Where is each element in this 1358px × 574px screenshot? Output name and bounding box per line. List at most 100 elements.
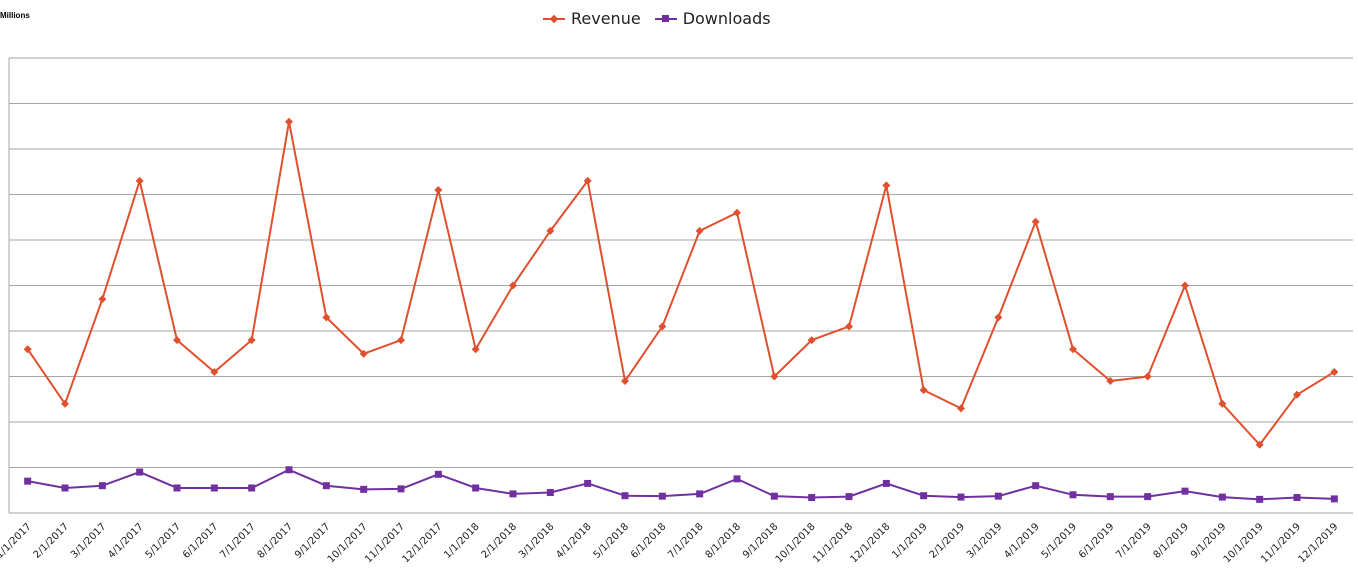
data-point-revenue bbox=[509, 281, 517, 290]
data-point-revenue bbox=[61, 399, 69, 408]
data-point-downloads bbox=[24, 477, 32, 485]
data-point-downloads bbox=[1106, 493, 1114, 501]
data-point-downloads bbox=[882, 479, 890, 487]
data-point-downloads bbox=[808, 494, 816, 502]
data-point-revenue bbox=[1031, 217, 1040, 226]
data-point-revenue bbox=[845, 322, 853, 331]
y-axis-unit-label: Millions bbox=[0, 11, 30, 20]
x-tick-label: 8/1/2019 bbox=[1152, 521, 1192, 561]
legend-downloads-label: Downloads bbox=[682, 9, 771, 28]
x-tick-label: 2/1/2019 bbox=[928, 521, 968, 561]
x-tick-label: 5/1/2018 bbox=[592, 521, 632, 561]
data-point-downloads bbox=[1293, 494, 1301, 502]
x-tick-label: 12/1/2017 bbox=[400, 521, 444, 565]
data-point-downloads bbox=[994, 492, 1002, 500]
data-point-downloads bbox=[733, 475, 741, 483]
data-point-downloads bbox=[1032, 482, 1040, 490]
x-tick-label: 5/1/2017 bbox=[144, 521, 184, 561]
data-point-revenue bbox=[1218, 399, 1227, 408]
data-point-revenue bbox=[23, 345, 32, 354]
x-tick-label: 7/1/2019 bbox=[1114, 521, 1154, 561]
data-point-downloads bbox=[1144, 493, 1152, 501]
data-point-downloads bbox=[136, 468, 144, 476]
data-point-revenue bbox=[98, 295, 107, 304]
legend-item-downloads[interactable]: Downloads bbox=[654, 9, 771, 28]
x-tick-label: 6/1/2018 bbox=[629, 521, 669, 561]
legend-revenue-marker bbox=[543, 13, 565, 25]
x-tick-label: 6/1/2019 bbox=[1077, 521, 1117, 561]
x-tick-label: 1/1/2017 bbox=[0, 521, 34, 561]
x-tick-label: 2/1/2017 bbox=[32, 521, 72, 561]
legend-item-revenue[interactable]: Revenue bbox=[543, 9, 641, 28]
data-point-downloads bbox=[770, 492, 778, 500]
data-point-revenue bbox=[621, 377, 629, 386]
data-point-revenue bbox=[994, 313, 1003, 322]
data-point-revenue bbox=[1293, 390, 1301, 399]
series-line-revenue bbox=[26, 120, 1335, 446]
data-point-downloads bbox=[920, 492, 928, 500]
data-point-revenue bbox=[210, 367, 219, 376]
data-point-downloads bbox=[98, 482, 106, 490]
legend-revenue-label: Revenue bbox=[571, 9, 641, 28]
data-point-revenue bbox=[285, 117, 293, 126]
x-tick-label: 7/1/2017 bbox=[218, 521, 258, 561]
data-point-downloads bbox=[509, 490, 517, 498]
data-point-downloads bbox=[285, 466, 293, 474]
data-point-revenue bbox=[882, 181, 891, 190]
data-point-downloads bbox=[397, 485, 405, 493]
data-point-revenue bbox=[247, 336, 256, 345]
x-tick-label: 3/1/2018 bbox=[517, 521, 557, 561]
x-tick-label: 12/1/2018 bbox=[848, 521, 892, 565]
data-point-revenue bbox=[1255, 440, 1264, 449]
x-tick-label: 2/1/2018 bbox=[480, 521, 520, 561]
x-tick-label: 12/1/2019 bbox=[1296, 521, 1340, 565]
x-tick-label: 1/1/2018 bbox=[442, 521, 482, 561]
data-point-downloads bbox=[957, 493, 965, 501]
data-point-downloads bbox=[210, 484, 218, 492]
data-point-downloads bbox=[434, 470, 442, 478]
x-tick-label: 7/1/2018 bbox=[666, 521, 706, 561]
data-point-revenue bbox=[173, 336, 181, 345]
data-point-revenue bbox=[397, 336, 405, 345]
x-tick-label: 6/1/2017 bbox=[181, 521, 221, 561]
data-point-downloads bbox=[621, 492, 629, 500]
x-tick-label: 9/1/2018 bbox=[741, 521, 781, 561]
data-point-revenue bbox=[807, 336, 816, 345]
data-point-revenue bbox=[546, 226, 555, 235]
data-point-downloads bbox=[1256, 495, 1264, 503]
data-point-revenue bbox=[733, 208, 741, 217]
data-point-revenue bbox=[770, 372, 779, 381]
data-point-revenue bbox=[919, 386, 928, 395]
x-tick-label: 3/1/2017 bbox=[69, 521, 109, 561]
data-point-downloads bbox=[1330, 495, 1338, 503]
x-tick-label: 4/1/2017 bbox=[106, 521, 146, 561]
data-point-downloads bbox=[696, 490, 704, 498]
x-tick-label: 8/1/2017 bbox=[256, 521, 296, 561]
data-point-downloads bbox=[248, 484, 256, 492]
data-point-revenue bbox=[957, 404, 965, 413]
data-point-downloads bbox=[546, 489, 554, 497]
data-point-downloads bbox=[1218, 493, 1226, 501]
x-tick-label: 9/1/2017 bbox=[293, 521, 333, 561]
data-point-downloads bbox=[173, 484, 181, 492]
data-point-revenue bbox=[471, 345, 480, 354]
x-tick-label: 9/1/2019 bbox=[1189, 521, 1229, 561]
data-point-revenue bbox=[1069, 345, 1077, 354]
x-tick-label: 3/1/2019 bbox=[965, 521, 1005, 561]
data-point-downloads bbox=[472, 484, 480, 492]
chart-legend: Revenue Downloads bbox=[543, 9, 785, 28]
data-point-revenue bbox=[1330, 367, 1339, 376]
data-point-downloads bbox=[658, 492, 666, 500]
data-point-revenue bbox=[658, 322, 667, 331]
data-point-downloads bbox=[845, 493, 853, 501]
data-point-downloads bbox=[1181, 487, 1189, 495]
data-point-revenue bbox=[1106, 377, 1115, 386]
data-point-downloads bbox=[322, 482, 330, 490]
data-point-revenue bbox=[359, 349, 368, 358]
data-point-revenue bbox=[322, 313, 331, 322]
x-tick-label: 4/1/2018 bbox=[554, 521, 594, 561]
x-tick-label: 4/1/2019 bbox=[1002, 521, 1042, 561]
data-point-revenue bbox=[135, 176, 144, 185]
data-point-downloads bbox=[1069, 491, 1077, 499]
